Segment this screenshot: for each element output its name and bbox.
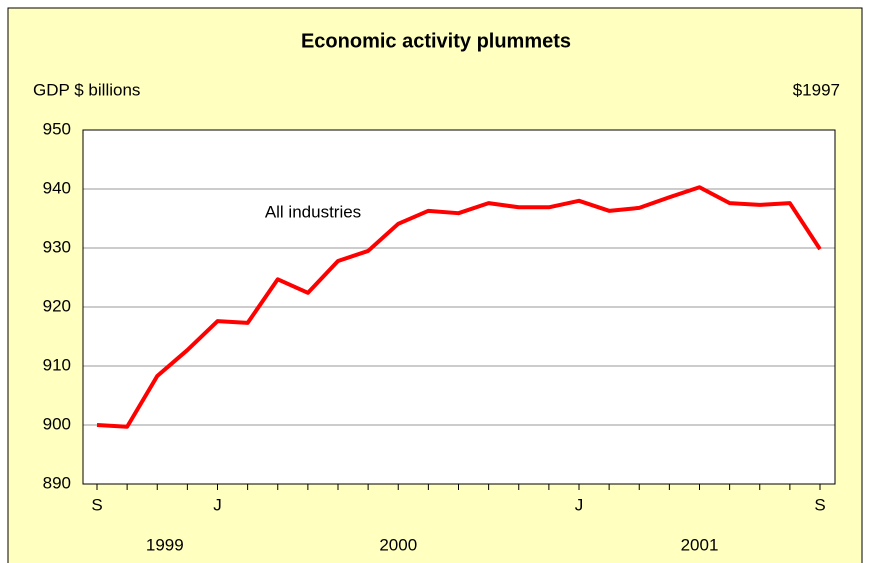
y-tick-label: 890 — [43, 473, 71, 492]
y-tick-label: 920 — [43, 296, 71, 315]
x-tick-label: S — [814, 495, 825, 514]
y-tick-label: 930 — [43, 237, 71, 256]
x-tick-label: J — [575, 495, 584, 514]
x-tick-label: J — [213, 495, 222, 514]
data-line — [96, 185, 822, 429]
y-axis-label: GDP $ billions — [33, 80, 140, 99]
year-label: 2001 — [681, 535, 719, 554]
y-tick-label: 910 — [43, 355, 71, 374]
y-tick-label: 940 — [43, 178, 71, 197]
year-label: 1999 — [146, 535, 184, 554]
x-tick-label: S — [91, 495, 102, 514]
y-tick-label: 900 — [43, 414, 71, 433]
unit-note: $1997 — [793, 80, 840, 99]
year-label: 2000 — [379, 535, 417, 554]
chart-title: Economic activity plummets — [301, 30, 571, 52]
y-tick-label: 950 — [43, 119, 71, 138]
annotation: All industries — [265, 202, 361, 221]
